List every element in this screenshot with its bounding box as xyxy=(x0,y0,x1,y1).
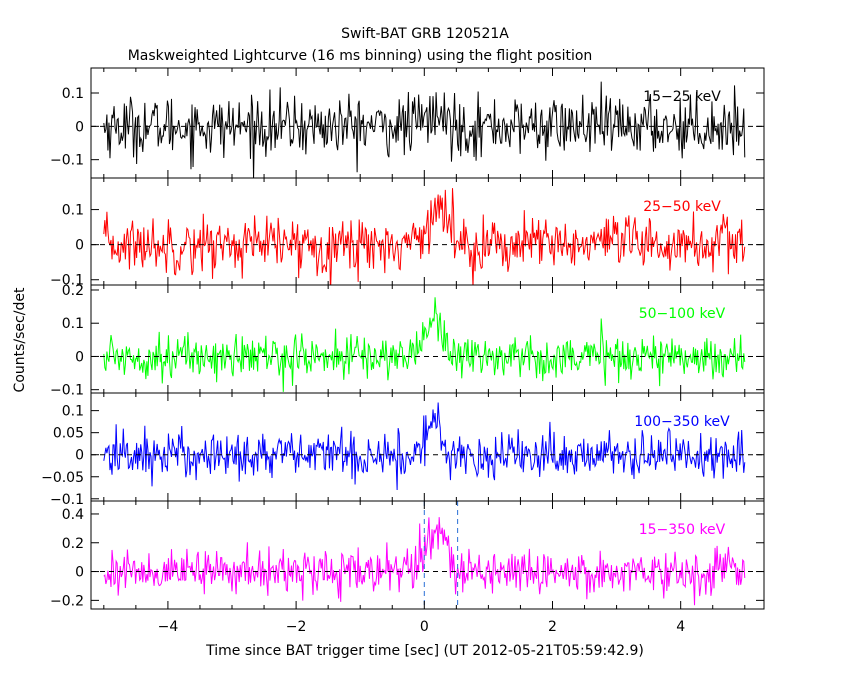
panel-frame xyxy=(90,284,765,394)
panel: −0.2 0 0.2 0.4 15−350 keV xyxy=(50,500,765,610)
y-tick-label: −0.1 xyxy=(50,383,84,399)
y-tick-label: −0.2 xyxy=(50,593,84,609)
y-tick-label: 0 xyxy=(75,565,84,581)
x-tick-label: −4 xyxy=(158,619,179,635)
panel: −0.1 0 0.1 15−25 keV xyxy=(50,67,765,179)
band-label: 50−100 keV xyxy=(639,306,726,322)
series-line xyxy=(103,81,746,178)
y-tick-label: 0.1 xyxy=(62,86,84,102)
y-tick-label: 0.1 xyxy=(62,316,84,332)
panel: −0.1 0 0.1 0.2 50−100 keV xyxy=(50,283,765,399)
y-tick-label: 0 xyxy=(75,238,84,254)
band-label: 25−50 keV xyxy=(643,199,721,215)
x-tick-label: −2 xyxy=(286,619,307,635)
panel-frame xyxy=(90,392,765,502)
y-tick-label: 0.05 xyxy=(53,426,84,442)
y-tick-label: 0.2 xyxy=(62,536,84,552)
series-line xyxy=(103,402,746,491)
y-axis-label: Counts/sec/det xyxy=(12,287,28,392)
y-tick-label: −0.1 xyxy=(50,492,84,508)
series-line xyxy=(103,188,746,285)
y-tick-label: −0.05 xyxy=(41,470,84,486)
chart-title: Swift-BAT GRB 120521A xyxy=(341,26,509,42)
band-label: 100−350 keV xyxy=(634,414,730,430)
y-tick-label: 0.4 xyxy=(62,507,84,523)
x-tick-label: 4 xyxy=(676,619,685,635)
band-label: 15−25 keV xyxy=(643,89,721,105)
y-tick-label: 0.1 xyxy=(62,203,84,219)
panel-stack: −0.1 0 0.1 15−25 keV −0.1 0 0.1 25−50 keV −0.1 0 0… xyxy=(41,67,765,635)
band-label: 15−350 keV xyxy=(639,522,726,538)
y-tick-label: −0.1 xyxy=(50,153,84,169)
y-tick-label: 0.2 xyxy=(62,283,84,299)
y-tick-label: 0 xyxy=(75,349,84,365)
y-tick-label: 0.1 xyxy=(62,404,84,420)
series-line xyxy=(103,297,746,392)
y-tick-label: 0 xyxy=(75,119,84,135)
y-tick-label: 0 xyxy=(75,448,84,464)
x-tick-label: 0 xyxy=(420,619,429,635)
y-tick-label: −0.1 xyxy=(50,273,84,289)
x-axis-label: Time since BAT trigger time [sec] (UT 20… xyxy=(205,643,644,659)
panel-frame xyxy=(90,500,765,610)
panel: −0.1 0 0.1 25−50 keV xyxy=(50,177,765,289)
chart-subtitle: Maskweighted Lightcurve (16 ms binning) … xyxy=(128,48,593,64)
x-tick-label: 2 xyxy=(548,619,557,635)
panel: −0.1 −0.05 0 0.05 0.1 100−350 keV xyxy=(41,392,765,508)
